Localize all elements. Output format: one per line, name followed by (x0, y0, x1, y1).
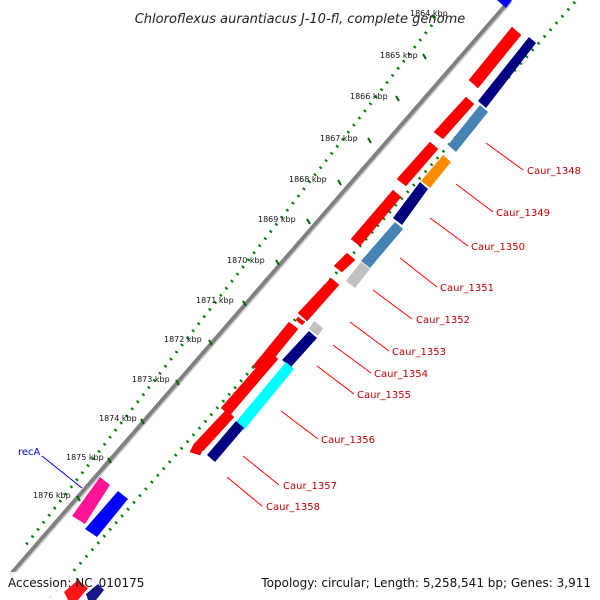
cds-caur-1354 (282, 331, 317, 367)
scale-label-1874: 1874 kbp (99, 414, 137, 423)
scale-label-1866: 1866 kbp (350, 92, 388, 101)
cds-caur-1356 (207, 421, 244, 462)
scale-label-1868: 1868 kbp (289, 175, 327, 184)
cds-forward-2 (433, 96, 475, 140)
cds-reca-forward (72, 477, 110, 524)
reca-region (72, 477, 128, 537)
cds-forward-3 (396, 141, 439, 187)
scale-label-1865: 1865 kbp (380, 51, 418, 60)
map-title: Chloroflexus aurantiacus J-10-fl, comple… (135, 12, 466, 27)
cds-forward-11 (189, 443, 203, 456)
gene-label-caur-1349[interactable]: Caur_1349 (496, 208, 550, 219)
reverse-strand-features (207, 37, 536, 462)
cds-offscreen-bottom-red-top (64, 580, 88, 600)
cds-caur-1349 (421, 155, 451, 188)
scale-label-1870: 1870 kbp (227, 256, 265, 265)
cds-offscreen-bottom-navy-top (86, 584, 104, 600)
scale-label-1872: 1872 kbp (164, 335, 202, 344)
accession-text: Accession: NC_010175 (8, 576, 144, 590)
gene-label-caur-1354[interactable]: Caur_1354 (374, 369, 428, 380)
gene-label-caur-1348[interactable]: Caur_1348 (527, 166, 581, 177)
scale-label-1875: 1875 kbp (66, 453, 104, 462)
genome-backbone (8, 0, 512, 577)
gene-label-caur-1355[interactable]: Caur_1355 (357, 390, 411, 401)
cds-forward-7 (295, 316, 306, 326)
gene-callout-lines (226, 142, 524, 507)
gene-label-caur-1353[interactable]: Caur_1353 (392, 347, 446, 358)
gene-label-caur-1350[interactable]: Caur_1350 (471, 242, 525, 253)
gene-label-caur-1351[interactable]: Caur_1351 (440, 283, 494, 294)
gene-label-caur-1352[interactable]: Caur_1352 (416, 315, 470, 326)
cds-forward-6 (297, 277, 340, 322)
scale-label-1869: 1869 kbp (258, 215, 296, 224)
genome-summary-text: Topology: circular; Length: 5,258,541 bp… (260, 576, 591, 590)
cds-caur-1355 (235, 362, 294, 430)
forward-strand-features (189, 26, 522, 456)
scale-label-1867: 1867 kbp (320, 134, 358, 143)
scale-label-1871: 1871 kbp (196, 296, 234, 305)
gene-label-caur-1357[interactable]: Caur_1357 (283, 481, 337, 492)
outer-tick-guide (20, 24, 434, 551)
scale-label-1873: 1873 kbp (132, 375, 170, 384)
cds-forward-1 (468, 26, 522, 89)
cds-caur-1348 (448, 105, 488, 152)
cds-reca-reverse (85, 491, 128, 537)
gene-label-reca[interactable]: recA (18, 447, 41, 458)
cds-caur-1353 (309, 321, 323, 336)
scale-label-1864: 1864 kbp (410, 9, 448, 18)
gene-label-caur-1356[interactable]: Caur_1356 (321, 435, 375, 446)
scale-ticks (76, 14, 436, 502)
gene-label-caur-1358[interactable]: Caur_1358 (266, 502, 320, 513)
cds-forward-4 (350, 189, 402, 247)
cds-forward-10 (193, 409, 235, 452)
scale-label-1876: 1876 kbp (33, 491, 71, 500)
gene-labels: Caur_1348 Caur_1349 Caur_1350 Caur_1351 … (266, 166, 581, 513)
cds-offscreen-top (497, 0, 512, 8)
cds-caur-1352 (346, 262, 370, 288)
scale-labels: 1864 kbp 1865 kbp 1866 kbp 1867 kbp 1868… (33, 9, 448, 500)
cds-reverse-1 (478, 37, 536, 108)
cds-forward-5 (333, 252, 356, 273)
genome-backbone-highlight (11, 1, 513, 578)
cds-caur-1350 (393, 182, 428, 225)
cds-caur-1351 (361, 222, 403, 268)
reca-callout-line (41, 455, 83, 489)
